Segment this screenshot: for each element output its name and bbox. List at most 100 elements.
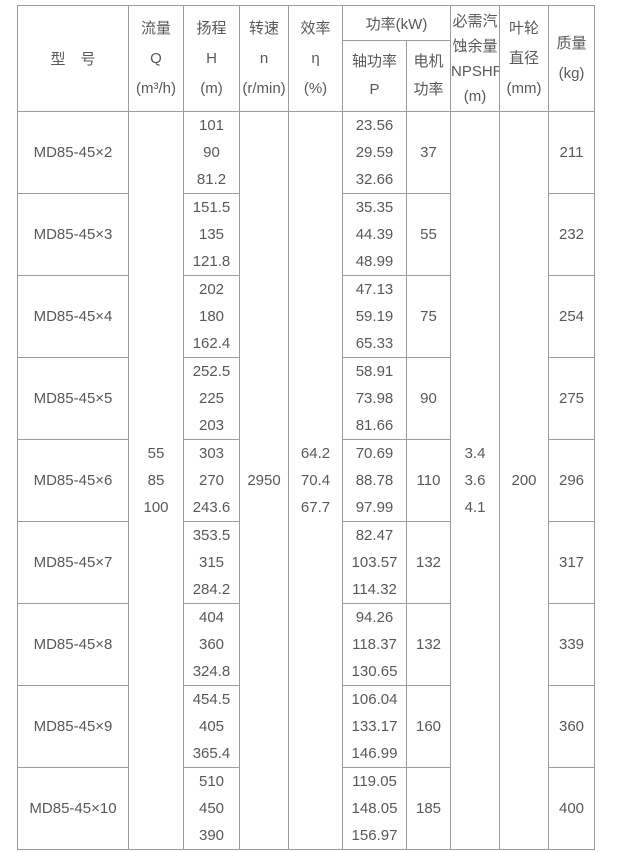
header-line: (mm) (506, 79, 542, 97)
value-line: 119.05 (352, 773, 397, 790)
motor-power-cell: 132 (406, 603, 451, 686)
head-cell: 353.5 315 284.2 (183, 521, 240, 604)
header-line: (%) (303, 79, 328, 97)
value-line: 81.66 (355, 417, 394, 434)
value-line: 510 (198, 773, 225, 790)
head-cell: 303 270 243.6 (183, 439, 240, 522)
header-line: 质量 (556, 34, 587, 52)
value-line: 454.5 (192, 691, 231, 708)
header-line: (kg) (558, 64, 585, 82)
value-line: 101 (198, 117, 225, 134)
value-line: 65.33 (355, 335, 394, 352)
value-line: 88.78 (355, 472, 394, 489)
value-line: 81.2 (196, 171, 227, 188)
value-line: 23.56 (355, 117, 394, 134)
flow-cell: 55 85 100 (128, 111, 184, 850)
header-line: 功率 (413, 81, 444, 98)
value-line: 180 (198, 308, 225, 325)
table-row: MD85-45×8 404 360 324.8 94.26 118.37 130… (17, 603, 595, 686)
value-line: 118.37 (352, 636, 397, 653)
value-line: 353.5 (192, 527, 231, 544)
head-cell: 454.5 405 365.4 (183, 685, 240, 768)
value-line: 270 (198, 472, 225, 489)
model-cell: MD85-45×7 (17, 521, 129, 604)
efficiency-cell: 64.2 70.4 67.7 (288, 111, 343, 850)
value-line: 390 (198, 827, 225, 844)
value-line: 243.6 (192, 499, 231, 516)
value-line: 303 (198, 445, 225, 462)
value-line: 70.4 (300, 472, 331, 489)
model-cell: MD85-45×9 (17, 685, 129, 768)
col-header-npshr: 必需汽 蚀余量 NPSHR (m) (450, 5, 500, 112)
header-line: 轴功率 (351, 53, 397, 70)
value-line: 135 (198, 226, 225, 243)
header-line: 叶轮 (508, 19, 539, 37)
col-header-model: 型 号 (17, 5, 129, 112)
motor-power-cell: 37 (406, 111, 451, 194)
head-cell: 510 450 390 (183, 767, 240, 850)
motor-power-cell: 160 (406, 685, 451, 768)
shaft-power-cell: 23.56 29.59 32.66 (342, 111, 407, 194)
value-line: 58.91 (355, 363, 394, 380)
value-line: 32.66 (355, 171, 394, 188)
head-cell: 252.5 225 203 (183, 357, 240, 440)
value-line: 130.65 (351, 663, 398, 680)
shaft-power-cell: 94.26 118.37 130.65 (342, 603, 407, 686)
value-line: 405 (198, 718, 225, 735)
col-header-mass: 质量 (kg) (548, 5, 595, 112)
motor-power-cell: 110 (406, 439, 451, 522)
pump-spec-table: 型 号 流量 Q (m³/h) 扬程 H (m) 转速 n (r/min) 效率… (17, 5, 595, 850)
table-row: MD85-45×2 55 85 100 101 90 81.2 2950 64.… (17, 111, 595, 850)
table-row: MD85-45×3 151.5 135 121.8 35.35 44.39 48… (17, 193, 595, 276)
model-cell: MD85-45×2 (17, 111, 129, 194)
value-line: 404 (198, 609, 225, 626)
value-line: 4.1 (464, 499, 486, 516)
header-line: (m) (463, 87, 487, 105)
npshr-cell: 3.4 3.6 4.1 (450, 111, 500, 850)
motor-power-cell: 55 (406, 193, 451, 276)
motor-power-cell: 90 (406, 357, 451, 440)
shaft-power-cell: 106.04 133.17 146.99 (342, 685, 407, 768)
col-header-efficiency: 效率 η (%) (288, 5, 343, 112)
model-cell: MD85-45×4 (17, 275, 129, 358)
col-header-motor-power: 电机 功率 (406, 40, 451, 112)
head-cell: 151.5 135 121.8 (183, 193, 240, 276)
mass-cell: 317 (548, 521, 595, 604)
value-line: 44.39 (355, 226, 394, 243)
shaft-power-cell: 119.05 148.05 156.97 (342, 767, 407, 850)
value-line: 148.05 (351, 800, 398, 817)
model-cell: MD85-45×3 (17, 193, 129, 276)
value-line: 151.5 (192, 199, 231, 216)
value-line: 202 (198, 281, 225, 298)
shaft-power-cell: 82.47 103.57 114.32 (342, 521, 407, 604)
header-line: 电机 (413, 53, 444, 70)
header-line: 转速 (248, 19, 279, 37)
table-row: MD85-45×10 510 450 390 119.05 148.05 156… (17, 767, 595, 850)
shaft-power-cell: 47.13 59.19 65.33 (342, 275, 407, 358)
value-line: 252.5 (192, 363, 231, 380)
value-line: 90 (203, 144, 220, 161)
header-line: NPSHR (451, 62, 500, 80)
table-row: MD85-45×6 303 270 243.6 70.69 88.78 97.9… (17, 439, 595, 522)
header-row-1: 型 号 流量 Q (m³/h) 扬程 H (m) 转速 n (r/min) 效率… (17, 5, 595, 112)
header-line: 扬程 (196, 19, 227, 37)
header-line: (m) (200, 79, 223, 97)
header-line: n (259, 49, 269, 67)
value-line: 3.6 (464, 472, 486, 489)
impeller-cell: 200 (499, 111, 549, 850)
value-line: 100 (143, 499, 169, 516)
header-line: 流量 (140, 19, 171, 37)
model-cell: MD85-45×5 (17, 357, 129, 440)
value-line: 360 (198, 636, 225, 653)
value-line: 85 (147, 472, 165, 489)
table-body: MD85-45×2 55 85 100 101 90 81.2 2950 64.… (17, 111, 595, 850)
value-line: 284.2 (192, 581, 231, 598)
motor-power-cell: 185 (406, 767, 451, 850)
value-line: 94.26 (355, 609, 394, 626)
value-line: 47.13 (355, 281, 394, 298)
value-line: 315 (198, 554, 225, 571)
mass-cell: 339 (548, 603, 595, 686)
mass-cell: 254 (548, 275, 595, 358)
value-line: 73.98 (355, 390, 394, 407)
value-line: 3.4 (464, 445, 486, 462)
